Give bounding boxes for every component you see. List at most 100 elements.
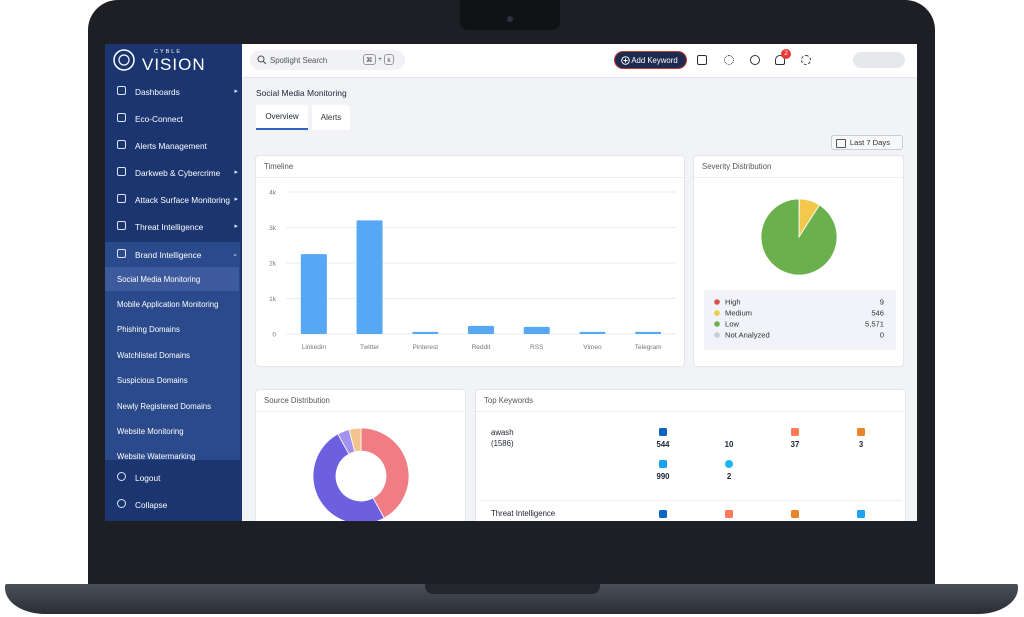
- footer-item[interactable]: Logout: [105, 465, 242, 490]
- nav-label: Darkweb & Cybercrime: [135, 167, 221, 178]
- search-icon: [257, 55, 267, 65]
- footer-item[interactable]: Collapse: [105, 492, 242, 517]
- nav-item[interactable]: Threat Intelligence ▸: [105, 214, 242, 239]
- notifications-icon[interactable]: [775, 55, 785, 65]
- source-icon: [791, 510, 799, 518]
- source-count: 3: [858, 440, 864, 449]
- kbd: ⌘: [363, 54, 376, 65]
- legend-swatch: [714, 321, 720, 327]
- plus-icon: [621, 56, 630, 65]
- source-icon: [725, 460, 733, 468]
- bar: [579, 331, 606, 334]
- chevron: ▸: [234, 196, 238, 203]
- legend-swatch: [714, 332, 720, 338]
- date-filter[interactable]: Last 7 Days: [831, 135, 903, 150]
- search-placeholder: Spotlight Search: [270, 55, 328, 65]
- source-count: 10: [724, 440, 734, 449]
- bar: [356, 220, 383, 334]
- footer-icon: [117, 499, 126, 508]
- source-chart: [312, 427, 410, 521]
- top-keywords-card: Top Keywords awash (1586) 544 10 37 3 990 2 Thre…: [475, 389, 906, 521]
- x-tick-label: Vimeo: [583, 344, 602, 351]
- source-icon: [659, 460, 667, 468]
- bar: [468, 325, 494, 334]
- nav-icon: [117, 86, 126, 95]
- source-card: Source Distribution: [255, 389, 466, 521]
- nav-item[interactable]: Attack Surface Monitoring ▸: [105, 187, 242, 212]
- nav-item[interactable]: Eco-Connect: [105, 106, 242, 131]
- legend-value: 9: [880, 298, 884, 307]
- chevron: ▸: [234, 223, 238, 230]
- legend-value: 5,571: [865, 320, 884, 329]
- x-tick-label: Linkedin: [302, 344, 327, 351]
- slice: [312, 433, 385, 521]
- tab[interactable]: Alerts: [312, 105, 350, 130]
- keyword: awash: [491, 428, 514, 437]
- notification-badge: 2: [781, 49, 791, 59]
- search-box[interactable]: Spotlight Search ⌘ + k: [250, 50, 405, 70]
- theme-icon[interactable]: [724, 55, 734, 65]
- footer-icon: [117, 472, 126, 481]
- extension-icon[interactable]: [697, 55, 707, 65]
- tab[interactable]: Overview: [256, 105, 308, 130]
- date-filter-label: Last 7 Days: [849, 138, 890, 147]
- source-count: 544: [656, 440, 670, 449]
- chevron: ▸: [234, 88, 238, 95]
- submenu-item[interactable]: Social Media Monitoring: [105, 267, 239, 291]
- user-menu[interactable]: [853, 52, 905, 68]
- y-tick-label: 3k: [269, 225, 277, 232]
- legend-label: Not Analyzed: [725, 331, 770, 340]
- source-icon: [659, 510, 667, 518]
- legend-box: [704, 290, 896, 350]
- nav-item[interactable]: Alerts Management: [105, 133, 242, 158]
- kbd-plus: +: [378, 56, 382, 63]
- page-title: Social Media Monitoring: [256, 88, 347, 98]
- timeline-card: Timeline 0 1k 2k 3k 4k Linkedin Twitter Pintere…: [255, 155, 685, 367]
- submenu-item[interactable]: Newly Registered Domains: [117, 401, 212, 411]
- y-tick-label: 1k: [269, 296, 277, 303]
- x-tick-label: RSS: [530, 344, 544, 351]
- timeline-chart: 0 1k 2k 3k 4k Linkedin Twitter Pinterest Reddit R…: [269, 190, 676, 351]
- screen: CYBLE VISION Dashboards ▸ Eco-Connect Alert…: [105, 44, 917, 521]
- submenu-item[interactable]: Website Watermarking: [117, 451, 196, 461]
- slice: [360, 427, 410, 519]
- footer-label: Logout: [135, 472, 161, 483]
- chevron: ▸: [234, 169, 238, 176]
- x-tick-label: Twitter: [360, 344, 380, 351]
- card-title: Severity Distribution: [694, 156, 903, 178]
- nav-item[interactable]: Brand Intelligence ⌄: [105, 242, 242, 267]
- nav-icon: [117, 249, 126, 258]
- y-tick-label: 2k: [269, 261, 277, 268]
- bar: [523, 326, 550, 334]
- help-icon[interactable]: [750, 55, 760, 65]
- y-tick-label: 0: [272, 332, 276, 339]
- add-keyword-button[interactable]: Add Keyword: [614, 51, 687, 69]
- nav-item[interactable]: Dashboards ▸: [105, 79, 242, 104]
- add-keyword-label: Add Keyword: [631, 55, 678, 65]
- source-count: 2: [726, 472, 732, 481]
- legend-label: Low: [725, 320, 739, 329]
- submenu-item[interactable]: Website Monitoring: [117, 426, 184, 436]
- settings-icon[interactable]: [801, 55, 811, 65]
- submenu-item[interactable]: Suspicious Domains: [117, 375, 188, 385]
- nav-label: Alerts Management: [135, 140, 207, 151]
- legend-value: 546: [871, 309, 884, 318]
- legend-value: 0: [880, 331, 884, 340]
- source-icon: [725, 510, 733, 518]
- keyword-count: (1586): [491, 439, 514, 448]
- severity-chart: High 9 Medium 546 Low 5,571 Not Analyzed 0: [704, 198, 896, 350]
- submenu-item[interactable]: Watchlisted Domains: [117, 350, 190, 360]
- nav-label: Dashboards: [135, 86, 180, 97]
- footer-label: Collapse: [135, 499, 168, 510]
- nav-item[interactable]: Darkweb & Cybercrime ▸: [105, 160, 242, 185]
- submenu-item[interactable]: Mobile Application Monitoring: [117, 299, 219, 309]
- legend-label: High: [725, 298, 741, 307]
- submenu-item[interactable]: Phishing Domains: [117, 324, 180, 334]
- chevron: ⌄: [232, 251, 238, 258]
- nav-icon: [117, 221, 126, 230]
- severity-card: Severity Distribution High 9 Medium 546 Low 5…: [693, 155, 904, 367]
- row-divider: [480, 500, 902, 501]
- nav-label: Threat Intelligence: [135, 221, 204, 232]
- camera-notch: [460, 0, 560, 30]
